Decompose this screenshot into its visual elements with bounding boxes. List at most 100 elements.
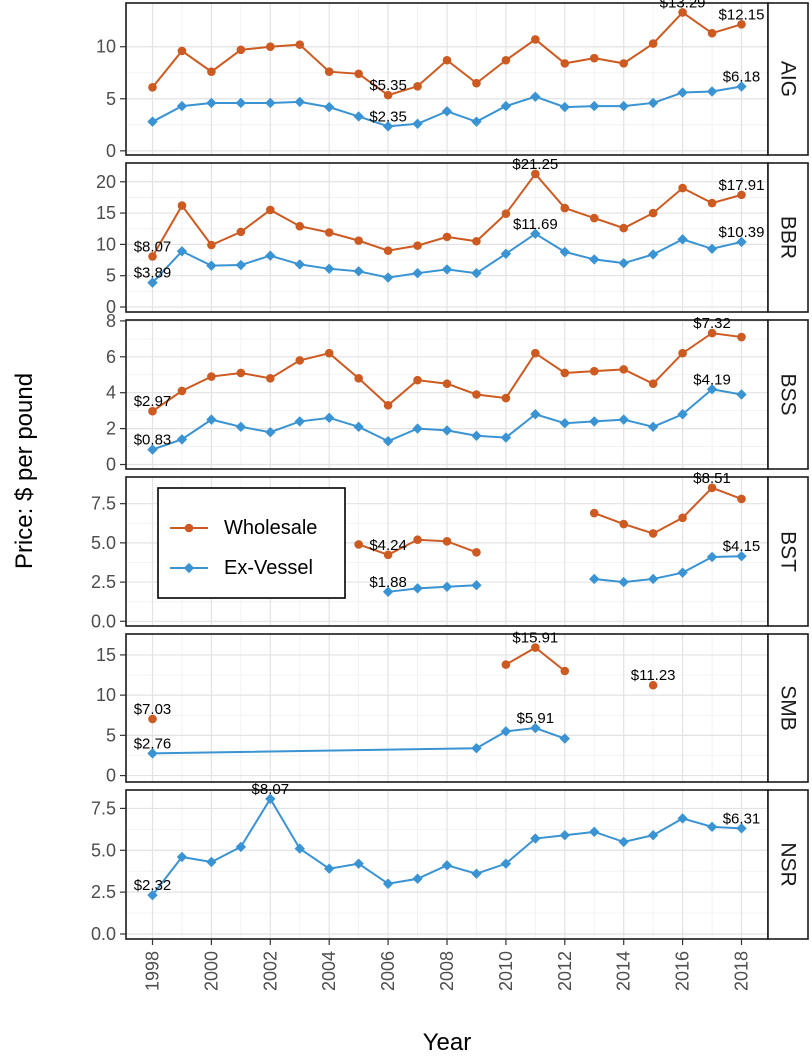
facet-strip [767,789,809,940]
point-ex-vessel [500,100,512,112]
point-wholesale [501,393,511,403]
point-ex-vessel [706,551,718,563]
point-wholesale [148,83,157,92]
point-wholesale [324,67,334,77]
series-line-ex-vessel [387,584,477,593]
point-ex-vessel [382,586,394,598]
legend-key-marker [183,562,195,574]
point-ex-vessel [589,254,600,265]
legend-key-marker [184,523,194,533]
point-wholesale [648,529,658,538]
facet-strip [767,162,809,313]
point-ex-vessel [382,121,394,132]
y-tick-label: 0.0 [91,924,116,944]
point-wholesale [236,45,246,55]
data-label: $4.15 [723,538,761,555]
point-ex-vessel [353,266,364,277]
series-line-wholesale [593,486,742,535]
point-wholesale [707,198,717,208]
x-tick-label: 2002 [260,951,280,991]
point-ex-vessel [706,821,718,833]
point-wholesale [531,169,540,179]
point-wholesale [472,547,481,557]
point-wholesale [619,59,628,68]
point-ex-vessel [441,264,453,275]
point-wholesale [648,39,658,48]
point-ex-vessel [147,889,158,901]
point-ex-vessel [294,416,305,427]
point-wholesale [648,379,658,389]
y-tick-label: 15 [96,645,116,665]
y-tick-label: 2.5 [91,882,116,902]
point-wholesale [501,209,511,219]
point-ex-vessel [618,100,629,112]
point-ex-vessel [530,228,541,240]
point-ex-vessel [618,576,629,588]
point-ex-vessel [176,246,188,257]
point-wholesale [207,240,216,250]
data-label: $21.25 [512,156,558,173]
point-ex-vessel [677,87,688,98]
point-ex-vessel [559,101,570,113]
data-label: $1.88 [369,574,407,591]
point-wholesale [266,205,275,215]
chart-panels: AIG 0 5 10 $5.35 $2.35 $13.29 $12.15 $6.18 BBR 0 5 1… [91,0,809,944]
y-tick-label: 5 [106,725,116,745]
y-tick-label: 5.0 [91,840,116,860]
x-axis-title: Year [423,1029,472,1056]
point-ex-vessel [235,841,247,853]
data-label: $4.19 [693,371,731,388]
point-wholesale [678,513,687,523]
y-tick-label: 0.0 [91,611,116,631]
point-wholesale [737,494,746,504]
point-wholesale [501,55,511,65]
point-ex-vessel [147,277,158,288]
point-ex-vessel [294,259,305,270]
y-tick-label: 2 [106,419,116,439]
facet-strip [767,633,809,783]
data-label: $2.76 [134,735,172,752]
point-wholesale [531,643,540,652]
point-ex-vessel [353,421,364,433]
point-ex-vessel [412,873,423,884]
point-ex-vessel [324,263,335,275]
point-ex-vessel [235,259,247,271]
point-ex-vessel [500,858,512,869]
point-ex-vessel [206,856,217,868]
point-ex-vessel [589,826,600,838]
y-tick-label: 7.5 [91,798,116,818]
x-tick-label: 2006 [378,951,398,991]
point-ex-vessel [176,434,188,445]
point-ex-vessel [206,414,217,425]
point-ex-vessel [235,97,247,109]
data-label: $4.24 [369,537,407,554]
point-ex-vessel [471,580,482,591]
point-ex-vessel [589,416,600,427]
point-ex-vessel [618,836,629,848]
point-wholesale [295,40,305,49]
point-wholesale [383,90,393,100]
point-wholesale [148,252,157,261]
point-ex-vessel [647,421,659,433]
y-tick-label: 10 [96,234,116,254]
point-wholesale [442,537,452,546]
point-wholesale [148,714,157,724]
panel-nsr: NSR 0.0 2.5 5.0 7.5 $2.32 $8.07 $6.31 [91,781,809,944]
point-wholesale [383,246,393,255]
point-ex-vessel [647,97,659,109]
point-ex-vessel [530,91,541,102]
point-wholesale [295,356,305,365]
point-ex-vessel [176,100,188,112]
point-ex-vessel [736,389,747,400]
point-wholesale [589,213,599,223]
data-label: $6.18 [723,68,761,85]
data-label: $11.69 [513,216,558,233]
point-ex-vessel [471,267,482,279]
point-ex-vessel [147,444,158,455]
point-ex-vessel [176,851,188,863]
point-ex-vessel [530,722,541,734]
point-wholesale [560,203,570,213]
point-wholesale [354,540,363,549]
y-tick-label: 0 [106,455,116,475]
point-ex-vessel [618,414,629,425]
